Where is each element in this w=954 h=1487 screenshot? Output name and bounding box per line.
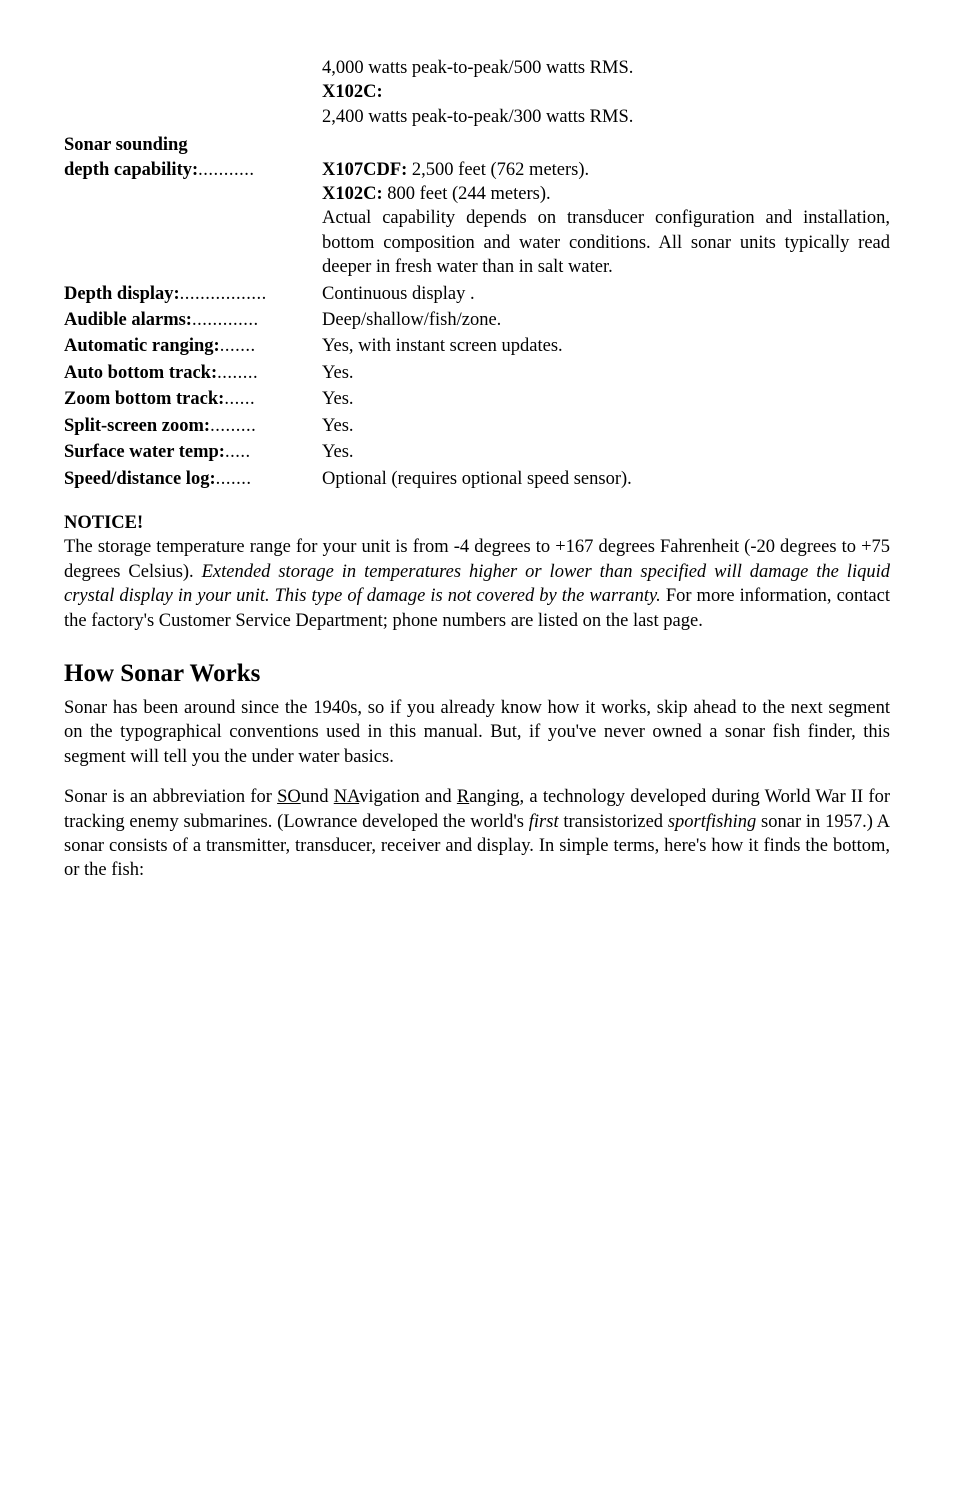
- auto-bottom-label: Auto bottom track:: [64, 363, 217, 383]
- notice-heading: NOTICE!: [64, 511, 890, 535]
- spec-label-audible-alarms: Audible alarms:.............: [64, 308, 322, 332]
- x102c-label2: X102C:: [322, 184, 383, 204]
- para2-so: SO: [277, 787, 301, 807]
- how-sonar-works-para2: Sonar is an abbreviation for SOund NAvig…: [64, 785, 890, 883]
- power-line1: 4,000 watts peak-to-peak/500 watts RMS.: [322, 58, 633, 78]
- surface-water-dots: .....: [225, 442, 251, 462]
- zoom-bottom-dots: ......: [224, 389, 255, 409]
- spec-row-depth-display: Depth display:................. Continuo…: [64, 282, 890, 306]
- x102c-value2: 800 feet (244 meters).: [383, 184, 551, 204]
- spec-label-zoom-bottom: Zoom bottom track:......: [64, 387, 322, 411]
- spec-label-sonar-sounding: Sonar sounding depth capability:........…: [64, 133, 322, 182]
- spec-value-speed-distance: Optional (requires optional speed sensor…: [322, 467, 890, 491]
- spec-value-sonar-sounding: X107CDF: 2,500 feet (762 meters). X102C:…: [322, 133, 890, 279]
- spec-row-power: 4,000 watts peak-to-peak/500 watts RMS. …: [64, 56, 890, 129]
- sonar-dots: ...........: [198, 160, 254, 180]
- how-sonar-works-heading: How Sonar Works: [64, 657, 890, 690]
- sonar-label-line2: depth capability:: [64, 160, 198, 180]
- spec-value-zoom-bottom: Yes.: [322, 387, 890, 411]
- spec-label-depth-display: Depth display:.................: [64, 282, 322, 306]
- split-screen-label: Split-screen zoom:: [64, 416, 210, 436]
- para2-sportfishing: sportfishing: [668, 812, 756, 832]
- zoom-bottom-label: Zoom bottom track:: [64, 389, 224, 409]
- audible-alarms-dots: .............: [192, 310, 259, 330]
- spec-value-split-screen: Yes.: [322, 414, 890, 438]
- notice-body: The storage temperature range for your u…: [64, 535, 890, 633]
- para2-a: Sonar is an abbreviation for: [64, 787, 277, 807]
- spec-label-auto-ranging: Automatic ranging:.......: [64, 334, 322, 358]
- auto-bottom-dots: ........: [217, 363, 258, 383]
- x107cdf-label: X107CDF:: [322, 160, 407, 180]
- power-line2: 2,400 watts peak-to-peak/300 watts RMS.: [322, 107, 633, 127]
- spec-value-auto-bottom: Yes.: [322, 361, 890, 385]
- spec-row-split-screen: Split-screen zoom:......... Yes.: [64, 414, 890, 438]
- split-screen-dots: .........: [210, 416, 256, 436]
- spec-value-power: 4,000 watts peak-to-peak/500 watts RMS. …: [322, 56, 890, 129]
- para2-b: und: [301, 787, 334, 807]
- spec-label-surface-water: Surface water temp:.....: [64, 440, 322, 464]
- depth-display-label: Depth display:: [64, 284, 180, 304]
- how-sonar-works-para1: Sonar has been around since the 1940s, s…: [64, 696, 890, 769]
- spec-value-audible-alarms: Deep/shallow/fish/zone.: [322, 308, 890, 332]
- spec-row-speed-distance: Speed/distance log:....... Optional (req…: [64, 467, 890, 491]
- spec-row-zoom-bottom: Zoom bottom track:...... Yes.: [64, 387, 890, 411]
- sonar-label-line1: Sonar sounding: [64, 135, 188, 155]
- spec-label-split-screen: Split-screen zoom:.........: [64, 414, 322, 438]
- spec-row-auto-bottom: Auto bottom track:........ Yes.: [64, 361, 890, 385]
- spec-row-surface-water: Surface water temp:..... Yes.: [64, 440, 890, 464]
- depth-display-dots: .................: [180, 284, 267, 304]
- auto-ranging-label: Automatic ranging:: [64, 336, 220, 356]
- para2-e: transistorized: [559, 812, 668, 832]
- spec-value-surface-water: Yes.: [322, 440, 890, 464]
- para2-r: R: [457, 787, 469, 807]
- speed-distance-label: Speed/distance log:: [64, 469, 216, 489]
- spec-value-depth-display: Continuous display .: [322, 282, 890, 306]
- speed-distance-dots: .......: [216, 469, 252, 489]
- para2-first: first: [529, 812, 559, 832]
- power-x102c-label: X102C:: [322, 82, 383, 102]
- spec-row-audible-alarms: Audible alarms:............. Deep/shallo…: [64, 308, 890, 332]
- spec-row-sonar-sounding: Sonar sounding depth capability:........…: [64, 133, 890, 279]
- para2-c: vigation and: [359, 787, 457, 807]
- spec-value-auto-ranging: Yes, with instant screen updates.: [322, 334, 890, 358]
- surface-water-label: Surface water temp:: [64, 442, 225, 462]
- x107cdf-value: 2,500 feet (762 meters).: [407, 160, 589, 180]
- spec-label-auto-bottom: Auto bottom track:........: [64, 361, 322, 385]
- audible-alarms-label: Audible alarms:: [64, 310, 192, 330]
- para2-na: NA: [334, 787, 359, 807]
- spec-row-auto-ranging: Automatic ranging:....... Yes, with inst…: [64, 334, 890, 358]
- sonar-body: Actual capability depends on transducer …: [322, 208, 890, 277]
- auto-ranging-dots: .......: [220, 336, 256, 356]
- spec-label-speed-distance: Speed/distance log:.......: [64, 467, 322, 491]
